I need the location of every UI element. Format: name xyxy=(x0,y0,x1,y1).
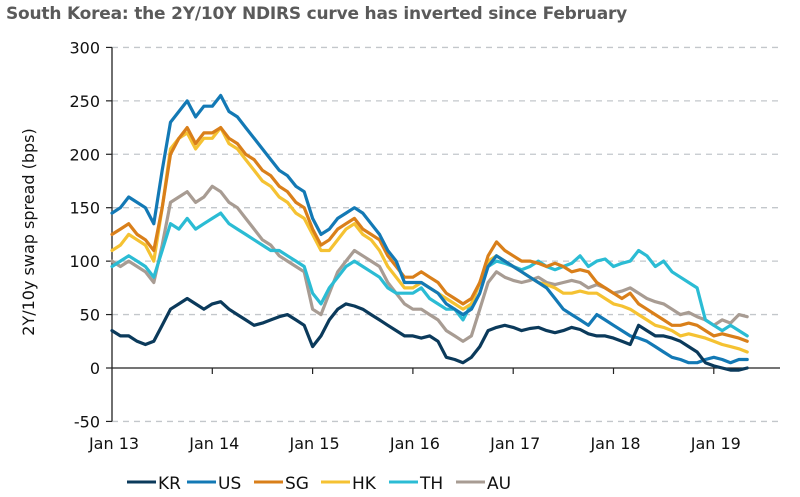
legend-item-us: US xyxy=(187,474,241,494)
x-tick-label: Jan 13 xyxy=(88,434,139,453)
y-tick-labels: 300 250 200 150 100 50 0 -50 xyxy=(69,38,100,431)
legend-item-kr: KR xyxy=(127,474,181,494)
series-line-hk xyxy=(110,125,749,354)
y-tick-label: 250 xyxy=(69,92,100,111)
y-tick-label: 300 xyxy=(69,38,100,57)
series-line-au xyxy=(110,184,749,343)
legend-item-th: TH xyxy=(389,474,443,494)
y-tick-label: 200 xyxy=(69,145,100,164)
legend: KR US SG HK TH AU xyxy=(127,474,511,494)
legend-label: SG xyxy=(285,474,309,494)
legend-label: TH xyxy=(419,474,443,494)
legend-label: US xyxy=(218,474,241,494)
series-line-us xyxy=(110,93,749,365)
legend-item-hk: HK xyxy=(321,474,377,494)
y-tick-label: 100 xyxy=(69,252,100,271)
legend-item-au: AU xyxy=(456,474,511,494)
series-line-kr xyxy=(110,296,749,372)
legend-label: AU xyxy=(487,474,511,494)
x-tick-label: Jan 16 xyxy=(389,434,440,453)
x-tick-label: Jan 15 xyxy=(289,434,340,453)
legend-label: HK xyxy=(352,474,377,494)
legend-label: KR xyxy=(158,474,181,494)
y-tick-label: -50 xyxy=(74,412,100,431)
y-tick-label: 50 xyxy=(80,306,100,325)
gridlines xyxy=(112,46,780,423)
x-tick-label: Jan 19 xyxy=(690,434,741,453)
x-tick-label: Jan 14 xyxy=(188,434,239,453)
y-tick-label: 0 xyxy=(90,359,100,378)
axes xyxy=(106,46,780,423)
series-line-sg xyxy=(110,125,749,343)
series-line-th xyxy=(110,211,749,338)
series-lines xyxy=(110,93,749,372)
y-axis-title: 2Y/10y swap spread (bps) xyxy=(19,128,38,335)
y-tick-label: 150 xyxy=(69,199,100,218)
x-tick-label: Jan 18 xyxy=(589,434,640,453)
chart-title: South Korea: the 2Y/10Y NDIRS curve has … xyxy=(6,4,628,24)
x-tick-labels: Jan 13 Jan 14 Jan 15 Jan 16 Jan 17 Jan 18 Jan … xyxy=(88,434,741,453)
x-tick-label: Jan 17 xyxy=(489,434,540,453)
legend-item-sg: SG xyxy=(254,474,309,494)
